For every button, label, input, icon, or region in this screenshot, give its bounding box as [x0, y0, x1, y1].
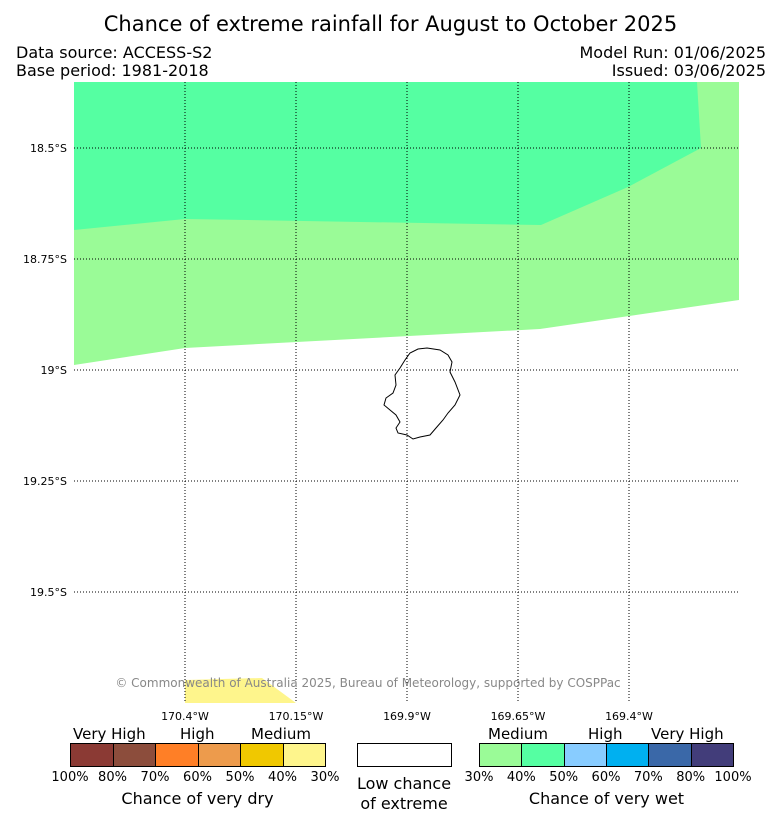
- wet-swatch-4: [648, 743, 692, 767]
- wet-swatch-0: [479, 743, 523, 767]
- dry-medium-region: [185, 678, 296, 703]
- lon-label-169-4: 169.4°W: [605, 710, 653, 723]
- lat-label-19-5: 19.5°S: [30, 586, 67, 599]
- lat-label-19-25: 19.25°S: [23, 475, 67, 488]
- wet-tick-3: 60%: [591, 770, 621, 785]
- wet-tick-5: 80%: [676, 770, 706, 785]
- dry-swatch-0: [70, 743, 114, 767]
- wet-tick-1: 40%: [506, 770, 536, 785]
- lat-label-18-75: 18.75°S: [23, 253, 67, 266]
- wet-swatch-5: [690, 743, 734, 767]
- wet-medium-high-region: [74, 82, 701, 230]
- niue-island-outline: [383, 347, 461, 440]
- low-chance-swatch: [357, 743, 452, 767]
- wet-swatch-1: [521, 743, 565, 767]
- dry-category-very-high: Very High: [73, 725, 146, 743]
- base-period-label: Base period: 1981-2018: [16, 61, 209, 80]
- dry-tick-0: 100%: [51, 770, 89, 785]
- wet-legend-title: Chance of very wet: [528, 789, 685, 808]
- dry-swatch-1: [112, 743, 156, 767]
- dry-tick-4: 50%: [225, 770, 255, 785]
- dry-category-high: High: [180, 725, 215, 743]
- low-chance-label: Low chance of extreme: [338, 774, 470, 814]
- lat-label-19: 19°S: [40, 364, 67, 377]
- map-title: Chance of extreme rainfall for August to…: [103, 12, 678, 36]
- data-source-label: Data source: ACCESS-S2: [16, 43, 213, 62]
- dry-tick-3: 60%: [183, 770, 212, 785]
- dry-swatch-5: [282, 743, 326, 767]
- dry-tick-1: 80%: [98, 770, 127, 785]
- dry-tick-2: 70%: [140, 770, 170, 785]
- lon-label-169-65: 169.65°W: [490, 710, 546, 723]
- wet-tick-6: 100%: [714, 770, 752, 785]
- lon-label-170-4: 170.4°W: [161, 710, 209, 723]
- dry-legend-title: Chance of very dry: [121, 789, 274, 808]
- issued-label: Issued: 03/06/2025: [611, 61, 766, 80]
- wet-tick-0: 30%: [464, 770, 494, 785]
- low-chance-line2: of extreme: [360, 794, 448, 813]
- wet-tick-2: 50%: [549, 770, 579, 785]
- wet-category-very-high: Very High: [651, 725, 724, 743]
- wet-category-high: High: [588, 725, 623, 743]
- low-chance-line1: Low chance: [356, 774, 452, 793]
- lon-label-170-15: 170.15°W: [268, 710, 324, 723]
- copyright-text: © Commonwealth of Australia 2025, Bureau…: [115, 676, 621, 690]
- wet-category-medium: Medium: [488, 725, 548, 743]
- wet-tick-4: 70%: [633, 770, 663, 785]
- lat-label-18-5: 18.5°S: [30, 142, 67, 155]
- dry-swatch-2: [155, 743, 199, 767]
- dry-tick-5: 40%: [268, 770, 297, 785]
- dry-swatch-4: [240, 743, 284, 767]
- dry-category-medium: Medium: [251, 725, 311, 743]
- wet-swatch-3: [606, 743, 650, 767]
- lon-label-169-9: 169.9°W: [383, 710, 431, 723]
- dry-swatch-3: [197, 743, 241, 767]
- wet-swatch-2: [563, 743, 607, 767]
- model-run-label: Model Run: 01/06/2025: [579, 43, 767, 62]
- dry-tick-6: 30%: [310, 770, 340, 785]
